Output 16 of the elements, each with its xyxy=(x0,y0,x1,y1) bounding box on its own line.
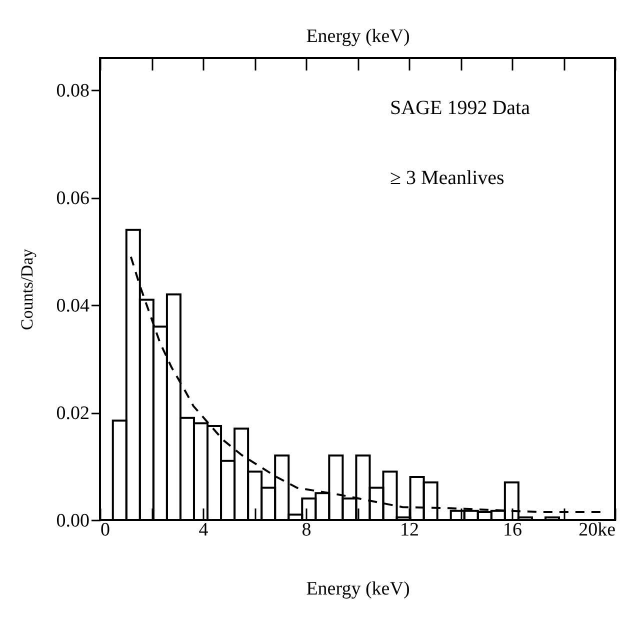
x-tick-label: 4 xyxy=(198,520,209,540)
y-tick-label: 0.02 xyxy=(56,403,90,424)
y-axis-title: Counts/Day xyxy=(17,248,36,330)
y-tick-label: 0.00 xyxy=(56,510,90,532)
x-tick-label: 16 xyxy=(503,520,522,540)
annotation: SAGE 1992 Data xyxy=(390,97,530,119)
y-tick-label: 0.04 xyxy=(56,296,90,317)
x2-axis-title: Energy (keV) xyxy=(306,26,410,47)
y-tick-label: 0.08 xyxy=(56,80,90,102)
x-tick-label: 12 xyxy=(400,520,419,540)
annotation: ≥ 3 Meanlives xyxy=(390,167,505,189)
x-tick-label: 8 xyxy=(302,520,312,540)
y-tick-label: 0.06 xyxy=(56,188,90,210)
x-axis-title: Energy (keV) xyxy=(306,578,410,600)
x-tick-label: 0 xyxy=(100,520,110,540)
x-tick-label: 20ke xyxy=(578,520,616,540)
